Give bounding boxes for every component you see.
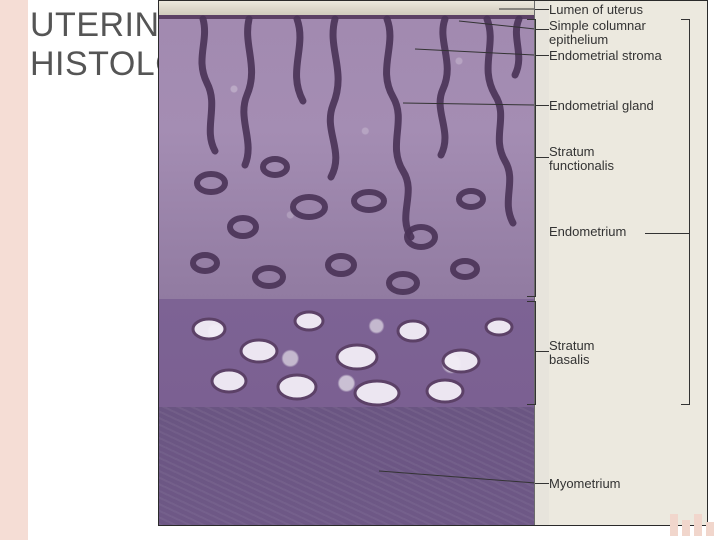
- bracket-basalis-leader: [535, 351, 549, 352]
- leader-gland: [535, 105, 549, 106]
- label-stroma: Endometrial stroma: [549, 49, 662, 63]
- leader-myometrium: [535, 483, 549, 484]
- leader-epithelium: [535, 29, 549, 30]
- label-myometrium: Myometrium: [549, 477, 621, 491]
- micrograph: [159, 1, 535, 525]
- histology-figure: Lumen of uterus Simple columnar epitheli…: [158, 0, 708, 526]
- leader-stroma: [535, 55, 549, 56]
- left-accent-band: [0, 0, 28, 540]
- endometrial-glands: [159, 1, 535, 525]
- label-lumen: Lumen of uterus: [549, 3, 643, 17]
- leader-lumen: [535, 9, 549, 10]
- decor-bars: [670, 514, 714, 536]
- label-epithelium: Simple columnar epithelium: [549, 19, 646, 48]
- label-panel: Lumen of uterus Simple columnar epitheli…: [549, 1, 707, 525]
- label-endometrium: Endometrium: [549, 225, 626, 239]
- label-basalis: Stratum basalis: [549, 339, 595, 368]
- bracket-functionalis: [535, 19, 536, 297]
- slide: UTERINE HISTOLOGY: [0, 0, 720, 540]
- bracket-functionalis-leader: [535, 157, 549, 158]
- bracket-endometrium-leader: [645, 233, 689, 234]
- bracket-basalis: [535, 301, 536, 405]
- label-functionalis: Stratum functionalis: [549, 145, 614, 174]
- bracket-endometrium: [689, 19, 690, 405]
- label-gland: Endometrial gland: [549, 99, 654, 113]
